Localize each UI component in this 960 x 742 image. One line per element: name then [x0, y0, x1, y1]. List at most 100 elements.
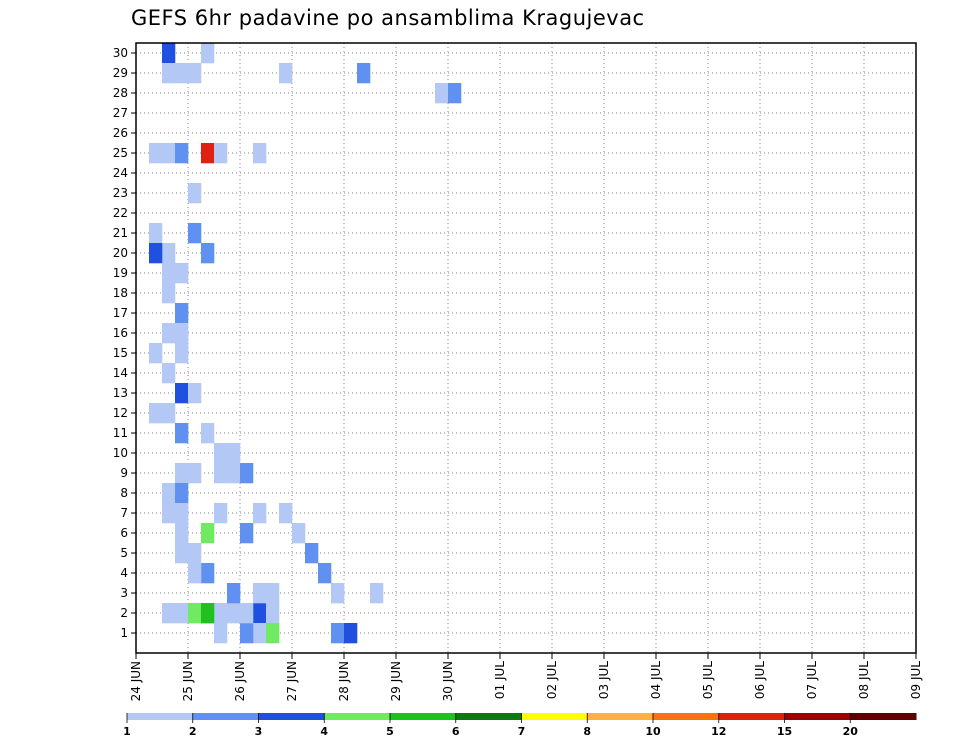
data-cell	[253, 503, 267, 524]
data-cell	[331, 623, 345, 644]
data-cell	[162, 363, 176, 384]
data-cell	[188, 563, 202, 584]
legend-label: 8	[583, 725, 591, 738]
plot-frame	[135, 42, 917, 654]
data-cell	[214, 623, 228, 644]
data-cell	[188, 383, 202, 404]
y-tick-label: 13	[113, 386, 128, 400]
data-cell	[279, 503, 293, 524]
data-cell	[175, 383, 189, 404]
y-tick-label: 8	[120, 486, 128, 500]
data-cell	[188, 463, 202, 484]
data-cell	[214, 463, 228, 484]
y-tick-label: 11	[113, 426, 128, 440]
legend-label: 1	[123, 725, 131, 738]
legend-label: 10	[645, 725, 661, 738]
y-tick-label: 5	[120, 546, 128, 560]
y-tick-label: 29	[113, 66, 128, 80]
data-cell	[175, 463, 189, 484]
data-cell	[435, 83, 449, 104]
legend-label: 6	[452, 725, 460, 738]
x-axis-ticks: 24 JUN 25 JUN 26 JUN 27 JUN 28 JUN 29 JUN 30 J…	[129, 653, 923, 701]
y-tick-label: 7	[120, 506, 128, 520]
data-cell	[266, 583, 280, 604]
data-cell	[175, 143, 189, 164]
x-tick-label: 04 JUL	[649, 661, 663, 699]
x-tick-label: 30 JUN	[441, 661, 455, 701]
data-cell	[162, 503, 176, 524]
legend-label: 7	[518, 725, 526, 738]
y-tick-label: 2	[120, 606, 128, 620]
data-cell	[266, 603, 280, 624]
data-cell	[188, 223, 202, 244]
data-cell	[162, 403, 176, 424]
data-cell	[214, 443, 228, 464]
y-tick-label: 28	[113, 86, 128, 100]
legend-swatch	[521, 713, 588, 720]
data-cell	[357, 63, 371, 84]
legend-label: 3	[255, 725, 263, 738]
data-cell	[240, 523, 254, 544]
x-tick-label: 29 JUN	[389, 661, 403, 701]
color-legend: 1 2 3 4 5 6 7 8 10 12 15 20	[123, 713, 917, 738]
x-tick-label: 05 JUL	[701, 661, 715, 699]
x-tick-label: 03 JUL	[597, 661, 611, 699]
legend-swatch	[192, 713, 259, 720]
y-tick-label: 18	[113, 286, 128, 300]
y-tick-label: 25	[113, 146, 128, 160]
y-tick-label: 3	[120, 586, 128, 600]
y-tick-label: 27	[113, 106, 128, 120]
y-tick-label: 1	[120, 626, 128, 640]
legend-swatch	[127, 713, 194, 720]
data-cell	[201, 523, 215, 544]
y-tick-label: 23	[113, 186, 128, 200]
data-cell	[175, 343, 189, 364]
data-cell	[188, 63, 202, 84]
y-tick-label: 30	[113, 46, 128, 60]
data-cell	[227, 443, 241, 464]
x-tick-label: 01 JUL	[493, 661, 507, 699]
y-tick-label: 22	[113, 206, 128, 220]
data-cell	[188, 183, 202, 204]
legend-swatch	[455, 713, 522, 720]
data-cell	[201, 563, 215, 584]
data-cell	[240, 463, 254, 484]
legend-swatch	[653, 713, 720, 720]
y-tick-label: 21	[113, 226, 128, 240]
data-cell	[175, 603, 189, 624]
data-cell	[292, 523, 306, 544]
x-tick-label: 24 JUN	[129, 661, 143, 701]
data-cell	[175, 503, 189, 524]
data-cell	[370, 583, 384, 604]
y-tick-label: 9	[120, 466, 128, 480]
data-cell	[149, 143, 163, 164]
data-cell	[162, 323, 176, 344]
data-cell	[175, 423, 189, 444]
data-cell	[201, 603, 215, 624]
legend-label: 20	[843, 725, 859, 738]
legend-label: 4	[320, 725, 328, 738]
legend-swatch	[850, 713, 917, 720]
legend-swatch	[258, 713, 325, 720]
legend-swatch	[587, 713, 654, 720]
x-tick-label: 27 JUN	[285, 661, 299, 701]
x-tick-label: 07 JUL	[805, 661, 819, 699]
data-cell	[318, 563, 332, 584]
legend-label: 12	[711, 725, 726, 738]
data-cell	[344, 623, 358, 644]
y-tick-label: 16	[113, 326, 128, 340]
y-tick-label: 4	[120, 566, 128, 580]
data-cell	[162, 43, 176, 64]
chart-title: GEFS 6hr padavine po ansamblima Kragujev…	[131, 6, 645, 30]
y-tick-label: 26	[113, 126, 128, 140]
data-cell	[227, 463, 241, 484]
legend-swatch	[718, 713, 785, 720]
y-tick-label: 17	[113, 306, 128, 320]
data-cell	[214, 503, 228, 524]
legend-label: 15	[777, 725, 792, 738]
data-cell	[175, 303, 189, 324]
data-cell	[240, 623, 254, 644]
data-cell	[175, 523, 189, 544]
y-tick-label: 14	[113, 366, 128, 380]
data-cell	[162, 143, 176, 164]
